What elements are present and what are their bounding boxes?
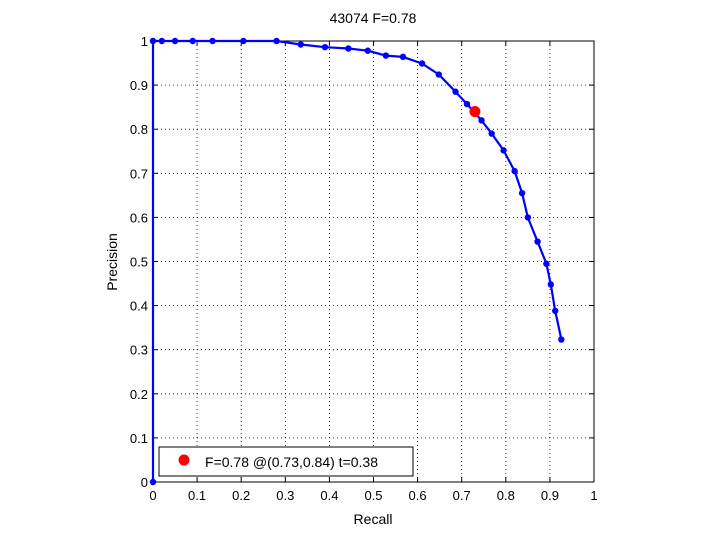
y-tick-label: 0.9 — [130, 78, 148, 93]
legend: F=0.78 @(0.73,0.84) t=0.38 — [158, 446, 414, 477]
data-point — [543, 260, 550, 267]
data-point — [273, 37, 280, 45]
data-point — [511, 167, 518, 175]
x-tick-label: 0.7 — [453, 488, 471, 503]
axis-ticks: 0 0.1 0.2 0.3 0.4 0.5 0.6 0.7 0.8 0.9 1 0 0.1 0.2 0.3 0… — [130, 34, 598, 503]
data-point — [149, 478, 157, 486]
x-tick-label: 0 — [149, 488, 156, 503]
data-point — [547, 281, 554, 288]
legend-marker — [178, 454, 190, 466]
best-f-point — [469, 106, 481, 118]
data-point — [240, 37, 247, 45]
data-point — [382, 52, 390, 59]
data-point — [500, 147, 507, 154]
data-point — [518, 189, 526, 197]
data-point — [452, 88, 459, 95]
legend-text: F=0.78 @(0.73,0.84) t=0.38 — [205, 454, 378, 470]
data-point — [345, 45, 352, 52]
y-tick-label: 0.7 — [130, 166, 148, 181]
data-point — [435, 71, 442, 78]
x-tick-label: 0.3 — [276, 488, 294, 503]
data-point — [418, 60, 426, 67]
data-point — [158, 37, 166, 45]
data-point — [534, 238, 541, 245]
y-tick-label: 0 — [141, 475, 148, 490]
y-tick-label: 0.3 — [130, 343, 148, 358]
grid-lines — [153, 41, 594, 482]
y-tick-label: 0.4 — [130, 299, 148, 314]
x-tick-label: 0.8 — [497, 488, 515, 503]
y-tick-label: 0.1 — [130, 431, 148, 446]
x-tick-label: 0.9 — [541, 488, 559, 503]
x-tick-label: 0.2 — [232, 488, 250, 503]
x-axis-label: Recall — [354, 511, 393, 527]
data-point — [488, 130, 495, 137]
data-point — [558, 336, 565, 343]
y-tick-label: 0.5 — [130, 255, 148, 270]
data-point — [321, 43, 329, 51]
series-layer — [149, 37, 565, 486]
data-point — [364, 47, 371, 54]
x-tick-label: 1 — [590, 488, 597, 503]
data-point — [189, 37, 196, 45]
x-tick-label: 0.1 — [188, 488, 206, 503]
data-point — [209, 37, 216, 45]
legend-box — [158, 446, 414, 477]
y-axis-label: Precision — [104, 233, 120, 291]
x-tick-label: 0.6 — [409, 488, 427, 503]
data-point — [149, 37, 157, 45]
data-point — [463, 100, 471, 108]
chart-title: 43074 F=0.78 — [330, 10, 417, 26]
y-tick-label: 0.2 — [130, 387, 148, 402]
x-tick-label: 0.4 — [320, 488, 338, 503]
y-tick-label: 0.8 — [130, 122, 148, 137]
data-point — [524, 214, 532, 221]
data-point — [478, 117, 485, 124]
y-tick-label: 1 — [141, 34, 148, 49]
data-point — [171, 37, 179, 45]
data-point — [551, 307, 559, 315]
x-tick-label: 0.5 — [364, 488, 382, 503]
data-point — [399, 53, 407, 61]
data-point — [297, 41, 304, 48]
y-tick-label: 0.6 — [130, 210, 148, 225]
